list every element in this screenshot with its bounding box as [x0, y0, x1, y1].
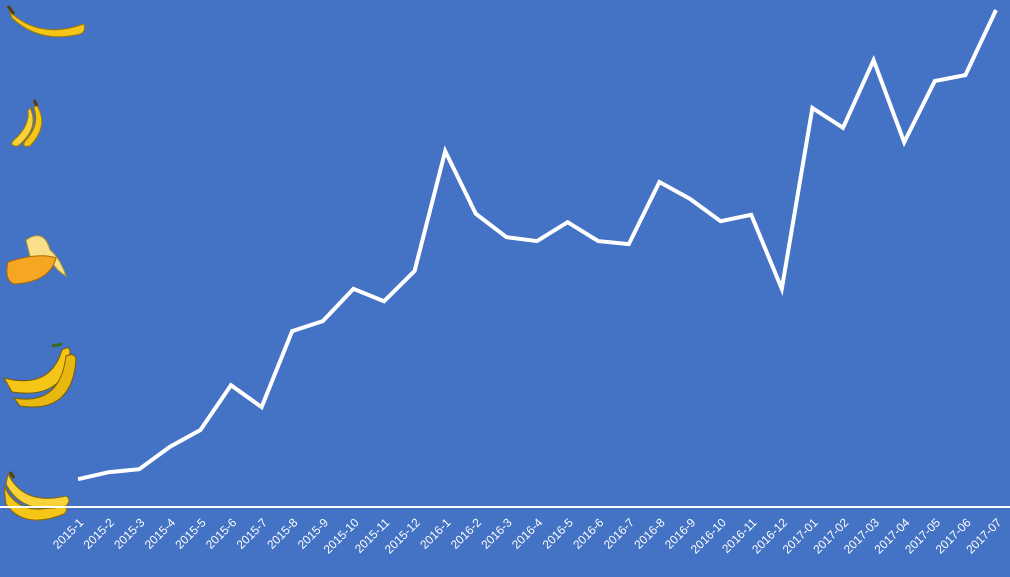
x-tick-label: 2016-7 [601, 515, 638, 552]
x-tick-label: 2016-3 [478, 515, 515, 552]
banana-icons [2, 5, 85, 521]
data-line [77, 9, 998, 482]
x-tick-label: 2016-1 [417, 515, 454, 552]
x-tick-label: 2015-5 [172, 515, 209, 552]
banana-icon [11, 99, 43, 147]
x-tick-label: 2016-2 [448, 515, 485, 552]
x-tick-label: 2015-6 [203, 515, 240, 552]
x-tick-label: 2015-2 [81, 515, 118, 552]
banana-icon [2, 342, 77, 408]
x-tick-label: 2016-6 [570, 515, 607, 552]
x-tick-label: 2015-7 [234, 515, 271, 552]
x-tick-label: 2016-5 [540, 515, 577, 552]
x-tick-label: 2015-8 [264, 515, 301, 552]
x-tick-label: 2015-1 [50, 515, 87, 552]
banana-icon [6, 5, 85, 38]
banana-icon [3, 471, 70, 521]
x-tick-label: 2015-4 [142, 515, 179, 552]
x-tick-label: 2016-8 [631, 515, 668, 552]
x-tick-label: 2015-3 [111, 515, 148, 552]
x-tick-label: 2016-4 [509, 515, 546, 552]
banana-icon [6, 235, 67, 285]
